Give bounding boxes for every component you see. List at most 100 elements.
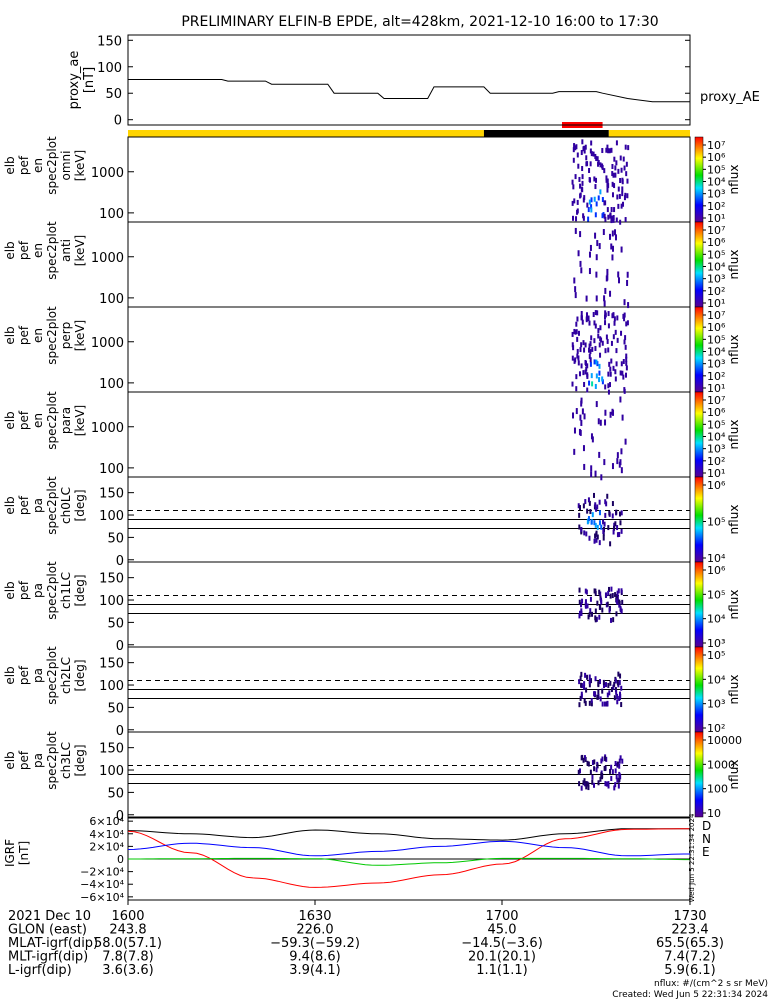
spec-data-pixel	[587, 207, 590, 213]
pa-data-pixel	[586, 603, 589, 609]
spec-data-pixel	[626, 271, 629, 278]
pa-data-pixel	[596, 694, 599, 700]
pa-data-pixel	[604, 499, 607, 505]
colorbar-tick-label: 10³	[707, 637, 725, 650]
spec-data-pixel	[584, 360, 587, 366]
colorbar-tick-label: 100	[707, 783, 728, 796]
spec-data-pixel	[616, 194, 619, 200]
ae-tick-label: 0	[114, 114, 122, 129]
pa-data-pixel	[605, 756, 608, 762]
pa-data-pixel	[585, 687, 588, 693]
spec-data-pixel	[612, 365, 615, 371]
pa-data-pixel	[595, 537, 598, 543]
pa-data-pixel	[615, 611, 618, 617]
orbit-row-label: L-igrf(dip)	[8, 963, 72, 978]
pa-data-pixel	[597, 780, 600, 786]
igrf-legend-e: E	[702, 845, 710, 859]
spec-ylabel-line: spec2plot	[45, 306, 59, 365]
pa-data-pixel	[614, 521, 617, 527]
pa-tick-label: 50	[107, 786, 124, 801]
spec-data-pixel	[577, 330, 580, 336]
spec-data-pixel	[624, 217, 627, 223]
spec-data-pixel	[586, 315, 589, 321]
spec-data-pixel	[588, 251, 591, 258]
spec-data-pixel	[592, 151, 595, 157]
spec-data-pixel	[579, 429, 582, 436]
pa-data-pixel	[596, 763, 599, 769]
pa-data-pixel	[594, 522, 597, 528]
spec-data-pixel	[598, 342, 601, 348]
orbit-row-value: 1.1(1.1)	[476, 963, 528, 978]
spec-data-pixel	[573, 448, 576, 455]
spec-data-pixel	[575, 408, 578, 415]
spec-data-pixel	[573, 358, 576, 364]
pa-data-pixel	[615, 774, 618, 780]
pa-data-pixel	[589, 608, 592, 614]
spec-data-pixel	[624, 372, 627, 378]
pa-data-pixel	[617, 588, 620, 594]
pa-data-pixel	[588, 700, 591, 706]
pa-data-pixel	[602, 529, 605, 535]
pa-ylabel-line: pef	[17, 580, 31, 600]
spec-data-pixel	[597, 418, 600, 425]
colorbar-tick-label: 10¹	[707, 212, 725, 225]
orbit-row-label: MLT-igrf(dip)	[8, 950, 88, 965]
colorbar-tick-label: 10¹	[707, 297, 725, 310]
spec-data-pixel	[609, 233, 612, 240]
spec-data-pixel	[594, 345, 597, 351]
spec-data-pixel	[590, 433, 593, 440]
spec-data-pixel	[582, 197, 585, 203]
spec-data-pixel	[612, 217, 615, 223]
spec-data-pixel	[590, 140, 593, 146]
orbit-row-value: 3.6(3.6)	[102, 963, 154, 978]
colorbar-label: nflux	[727, 420, 741, 450]
pa-data-pixel	[580, 526, 583, 532]
colorbar-tick-label: 10⁷	[707, 309, 725, 322]
pa-data-pixel	[587, 497, 590, 503]
spec-data-pixel	[619, 155, 622, 161]
spec-data-pixel	[572, 147, 575, 153]
spec-data-pixel	[601, 340, 604, 346]
spec-data-pixel	[613, 156, 616, 162]
pa-ylabel-line: ch0LC	[59, 487, 73, 524]
spec-data-pixel	[580, 150, 583, 156]
spec-data-pixel	[623, 299, 626, 306]
spec-data-pixel	[572, 412, 575, 419]
colorbar-label: nflux	[727, 335, 741, 365]
colorbar-tick-label: 10⁴	[707, 431, 726, 444]
spec-data-pixel	[620, 167, 623, 173]
pa-data-pixel	[606, 701, 609, 707]
pa-data-pixel	[595, 530, 598, 536]
spec-data-pixel	[589, 177, 592, 183]
spec-data-pixel	[604, 320, 607, 326]
pa-data-pixel	[580, 602, 583, 608]
pa-data-pixel	[594, 608, 597, 614]
spec-ylabel-line: en	[31, 413, 45, 428]
spec-data-pixel	[571, 179, 574, 185]
pa-tick-label: 50	[107, 616, 124, 631]
pa-data-pixel	[585, 531, 588, 537]
spec-data-pixel	[585, 155, 588, 161]
pa-ylabel-line: elb	[3, 666, 17, 684]
pa-data-pixel	[584, 700, 587, 706]
spec-data-pixel	[581, 408, 584, 415]
spec-ylabel-line: [keV]	[73, 150, 87, 181]
spec-ylabel-line: spec2plot	[45, 136, 59, 195]
pa-ylabel-line: pa	[31, 498, 45, 513]
spec-data-pixel	[571, 342, 574, 348]
pa-data-pixel	[580, 693, 583, 699]
pa-data-pixel	[616, 777, 619, 783]
spec-data-pixel	[611, 181, 614, 187]
igrf-tick-label: −2×10⁴	[80, 866, 124, 879]
spec-data-pixel	[609, 212, 612, 218]
spec-data-pixel	[619, 177, 622, 183]
spec-data-pixel	[624, 192, 627, 198]
spec-data-pixel	[595, 254, 598, 261]
spec-data-pixel	[572, 157, 575, 163]
spec-data-pixel	[604, 384, 607, 390]
spec-data-pixel	[580, 342, 583, 348]
pa-data-pixel	[616, 699, 619, 705]
pa-tick-label: 150	[99, 572, 124, 587]
spec-data-pixel	[611, 245, 614, 252]
spec-data-pixel	[619, 219, 622, 225]
